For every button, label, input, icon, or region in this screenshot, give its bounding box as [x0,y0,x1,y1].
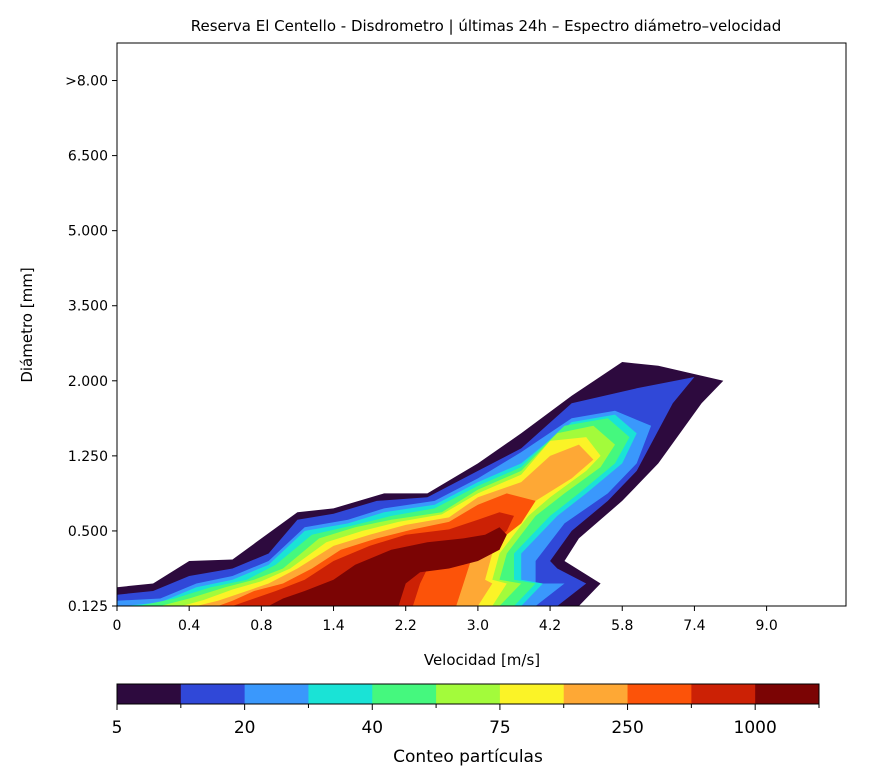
colorbar-cell [372,684,437,704]
x-tick-label: 9.0 [755,618,777,634]
contour-level-6 [160,425,616,606]
colorbar: 5 20 40 75 250 1000 Conteo partículas [112,683,820,767]
x-tick-label: 1.4 [322,618,344,634]
x-tick-label: 0.8 [250,618,272,634]
y-tick-label: 0.500 [68,524,108,540]
y-tick-label: 3.500 [68,299,108,315]
contour-layers [117,362,724,606]
colorbar-tick-label: 1000 [734,718,777,738]
colorbar-cell [563,684,629,704]
x-tick-label: 4.2 [539,618,561,634]
x-axis-label: Velocidad [m/s] [424,651,540,669]
x-tick-label: 0.4 [178,618,200,634]
colorbar-cell [499,684,565,704]
colorbar-cell [436,684,501,704]
contour-level-5 [138,418,630,606]
colorbar-cell [117,684,182,704]
plot-frame [116,42,847,607]
x-tick-label: 3.0 [467,618,489,634]
x-tick-label: 7.4 [683,618,705,634]
x-tick-label: 5.8 [611,618,633,634]
colorbar-tick-label: 250 [611,718,643,738]
x-tick-label: 0 [113,618,122,634]
y-tick-label: 5.000 [68,224,108,240]
y-tick-label: 6.500 [68,149,108,165]
colorbar-cell [244,684,309,704]
contour-level-7 [182,437,601,606]
contour-level-11 [268,527,507,606]
colorbar-tick-label: 20 [234,718,256,738]
y-tick-label: 2.000 [68,374,108,390]
colorbar-ticks: 5 20 40 75 250 1000 [112,704,820,738]
y-axis-ticks: 0.125 0.500 1.250 2.000 3.500 5.000 6.500 >8.00 [65,74,117,615]
colorbar-tick-label: 5 [112,718,123,738]
y-tick-label: >8.00 [65,74,108,90]
x-axis-ticks: 0 0.4 0.8 1.4 2.2 3.0 4.2 5.8 7.4 9.0 [113,606,778,634]
colorbar-cell [308,684,373,704]
colorbar-cell [180,684,246,704]
chart-title: Reserva El Centello - Disdrometro | últi… [191,17,782,35]
plot-area: 0 0.4 0.8 1.4 2.2 3.0 4.2 5.8 7.4 9.0 0.125 0.500 1… [65,42,847,634]
colorbar-cells [117,684,820,704]
y-tick-label: 0.125 [68,599,108,615]
y-tick-label: 1.250 [68,449,108,465]
colorbar-tick-label: 75 [489,718,511,738]
colorbar-label: Conteo partículas [393,747,543,767]
colorbar-cell [755,684,820,704]
colorbar-frame [116,683,820,705]
colorbar-cell [691,684,756,704]
colorbar-cell [627,684,692,704]
colorbar-tick-label: 40 [361,718,383,738]
y-axis-label: Diámetro [mm] [18,267,36,382]
x-tick-label: 2.2 [395,618,417,634]
